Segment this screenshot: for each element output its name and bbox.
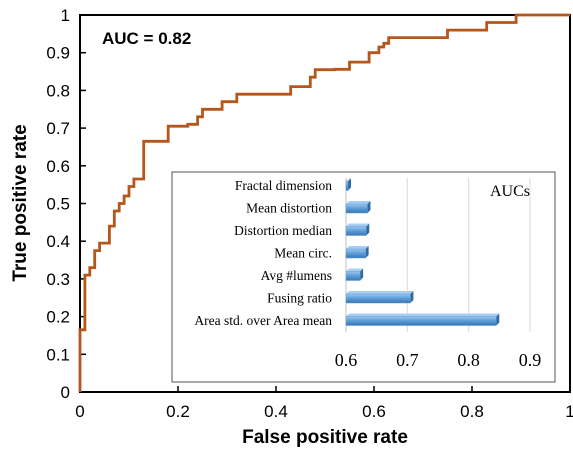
- x-axis-title: False positive rate: [242, 427, 408, 448]
- inset-x-tick-label: 0.9: [519, 350, 542, 370]
- inset-category-label: Mean distortion: [246, 201, 332, 216]
- y-tick-label: 0.7: [46, 119, 70, 138]
- inset-bar-top: [346, 291, 414, 294]
- inset-bar-side: [365, 246, 369, 258]
- x-tick-label: 0.4: [264, 402, 288, 421]
- y-tick-label: 0.9: [46, 44, 70, 63]
- y-tick-label: 0.5: [46, 195, 70, 214]
- inset-bar-side: [410, 291, 414, 303]
- inset-bar: [345, 181, 349, 191]
- y-tick-label: 0.6: [46, 157, 70, 176]
- x-tick-label: 1: [565, 402, 573, 421]
- y-axis-title: True positive rate: [10, 124, 31, 281]
- roc-curve: [78, 13, 570, 392]
- inset-bar-top: [346, 201, 371, 204]
- inset-bar: [345, 293, 411, 304]
- inset-bar: [345, 248, 366, 259]
- y-tick-label: 0.4: [46, 232, 70, 251]
- y-tick-label: 1: [61, 6, 70, 25]
- x-tick-label: 0.2: [166, 402, 190, 421]
- inset-bar-side: [348, 178, 351, 191]
- inset-x-tick-label: 0.8: [457, 350, 480, 370]
- y-tick-label: 0.3: [46, 270, 70, 289]
- y-tick-label: 0.8: [46, 81, 70, 100]
- inset-category-label: Area std. over Area mean: [194, 313, 332, 328]
- inset-bar: [345, 203, 368, 214]
- y-tick-label: 0: [61, 383, 70, 402]
- inset-bar-side: [367, 201, 371, 213]
- x-tick-label: 0.6: [362, 402, 386, 421]
- inset-bars: [345, 178, 500, 326]
- inset-category-label: Distortion median: [234, 223, 332, 238]
- inset-bar-top: [346, 178, 351, 182]
- inset-category-labels: Fractal dimension Mean distortion Distorti…: [194, 178, 332, 328]
- inset-bar: [345, 316, 497, 326]
- inset-category-label: Avg #lumens: [261, 268, 332, 283]
- inset-x-tick-label: 0.6: [335, 350, 358, 370]
- inset-bar-side: [360, 268, 364, 281]
- inset-bar-top: [346, 246, 369, 249]
- inset-x-tick-label: 0.7: [396, 350, 419, 370]
- main-tick-labels: 0 0.2 0.4 0.6 0.8 100.10.20.30.40.50.60.70.80…: [46, 6, 573, 421]
- inset-bar-top: [346, 223, 370, 227]
- inset-tick-labels: 0.6 0.7 0.8 0.9: [335, 350, 542, 370]
- inset-bar: [345, 271, 361, 281]
- x-tick-label: 0: [75, 402, 84, 421]
- auc-annotation: AUC = 0.82: [102, 29, 191, 48]
- inset-category-label: Fractal dimension: [235, 178, 332, 193]
- inset-bar-top: [346, 313, 500, 317]
- y-tick-label: 0.1: [46, 345, 70, 364]
- inset-bar-side: [366, 223, 370, 236]
- y-tick-label: 0.2: [46, 308, 70, 327]
- inset-bar-side: [496, 313, 500, 326]
- x-tick-label: 0.8: [460, 402, 484, 421]
- inset-title: AUCs: [490, 183, 530, 200]
- inset-category-label: Fusing ratio: [267, 291, 332, 306]
- inset-category-label: Mean circ.: [274, 246, 332, 261]
- inset-bar: [345, 226, 367, 236]
- inset-bar-top: [346, 268, 364, 272]
- inset-auc-chart: Fractal dimension Mean distortion Distorti…: [171, 171, 556, 383]
